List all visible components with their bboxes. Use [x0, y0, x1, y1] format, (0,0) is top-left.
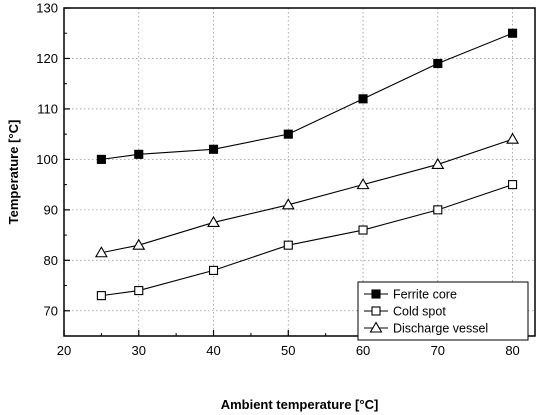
legend: Ferrite core Cold spot Discharge vessel: [357, 281, 529, 341]
series-line: [101, 138, 513, 254]
legend-label: Discharge vessel: [393, 322, 488, 336]
data-point: [356, 178, 370, 190]
y-tick-label: 100: [36, 152, 58, 167]
x-tick-label: 70: [431, 343, 445, 358]
x-tick-label: 30: [132, 343, 146, 358]
data-point: [134, 149, 144, 159]
x-axis: 20 30 40 50 60 70 80: [57, 330, 520, 358]
series-line: [101, 32, 513, 160]
legend-item: Cold spot: [364, 305, 446, 319]
series-layer: [94, 28, 520, 301]
y-tick-label: 120: [36, 51, 58, 66]
data-point: [358, 225, 368, 235]
data-point: [208, 144, 219, 154]
x-tick-label: 60: [356, 343, 370, 358]
data-point: [508, 180, 518, 190]
data-point: [281, 198, 295, 210]
data-point: [94, 246, 108, 258]
series-2: [94, 132, 520, 258]
data-point: [433, 205, 443, 215]
x-tick-label: 40: [206, 343, 220, 358]
legend-item: Ferrite core: [364, 288, 457, 302]
x-axis-title: Ambient temperature [°C]: [221, 397, 379, 412]
data-point: [132, 238, 146, 250]
x-tick-label: 50: [281, 343, 295, 358]
legend-label: Ferrite core: [393, 288, 457, 302]
legend-label: Cold spot: [393, 305, 446, 319]
data-point: [207, 215, 220, 228]
y-tick-label: 110: [37, 101, 58, 116]
data-point: [358, 94, 368, 104]
data-point: [134, 286, 144, 296]
data-point: [208, 265, 219, 275]
y-tick-label: 130: [36, 1, 58, 16]
y-tick-label: 90: [44, 202, 58, 217]
legend-marker: [371, 306, 381, 316]
plot-area: [63, 7, 536, 337]
series-0: [96, 28, 518, 164]
x-tick-label: 80: [505, 343, 519, 358]
y-tick-label: 70: [44, 303, 58, 318]
data-point: [96, 291, 106, 301]
series-line: [101, 184, 513, 297]
data-point: [96, 154, 106, 164]
y-tick-label: 80: [44, 253, 58, 268]
legend-item: Discharge vessel: [364, 321, 488, 336]
y-axis-title: Temperature [°C]: [6, 120, 21, 225]
legend-marker: [369, 321, 383, 333]
data-point: [508, 28, 518, 38]
legend-marker: [371, 289, 381, 299]
x-tick-label: 20: [57, 343, 71, 358]
series-1: [96, 180, 518, 301]
data-point: [506, 132, 520, 144]
data-point: [283, 129, 293, 139]
data-point: [433, 58, 443, 69]
y-axis: 70 80 90 100 110 120 130: [36, 1, 70, 318]
data-point: [431, 157, 445, 169]
data-point: [283, 240, 293, 250]
